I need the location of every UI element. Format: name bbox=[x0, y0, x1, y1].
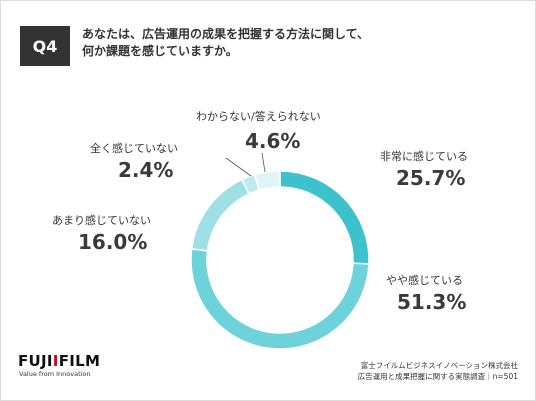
logo-tagline: Value from Innovation bbox=[19, 370, 91, 378]
footer-survey-info: 広告運用と成果把握に関する実態調査｜n=501 bbox=[357, 372, 518, 381]
leader-line-not-at-all bbox=[225, 157, 252, 177]
question-line-1: あなたは、広告運用の成果を把握する方法に関して、 bbox=[82, 27, 370, 41]
question-line-2: 何か課題を感じていますか。 bbox=[82, 44, 238, 58]
value-label-very: 25.7% bbox=[396, 166, 466, 190]
slice-not-much bbox=[190, 178, 250, 252]
value-label-unknown: 4.6% bbox=[245, 129, 301, 153]
value-label-somewhat: 51.3% bbox=[397, 290, 467, 314]
value-label-not-at-all: 2.4% bbox=[118, 158, 174, 182]
question-text: あなたは、広告運用の成果を把握する方法に関して、 何か課題を感じていますか。 bbox=[82, 26, 512, 60]
label-category-very: 非常に感じている bbox=[380, 150, 468, 163]
value-label-not-much: 16.0% bbox=[78, 230, 148, 254]
label-category-somewhat: やや感じている bbox=[386, 274, 463, 287]
label-category-not-at-all: 全く感じていない bbox=[90, 142, 178, 155]
slice-unknown bbox=[253, 170, 281, 191]
question-number-badge: Q4 bbox=[20, 26, 70, 66]
fujifilm-logo: FUJIⅠFILM bbox=[18, 352, 101, 370]
label-category-unknown: わからない/答えられない bbox=[196, 110, 321, 123]
footer-company: 富士フイルムビジネスイノベーション株式会社 bbox=[360, 361, 518, 370]
label-category-not-much: あまり感じていない bbox=[52, 214, 151, 227]
slice-very bbox=[279, 170, 370, 265]
leader-line-unknown bbox=[261, 152, 266, 173]
slice-somewhat bbox=[190, 248, 370, 350]
